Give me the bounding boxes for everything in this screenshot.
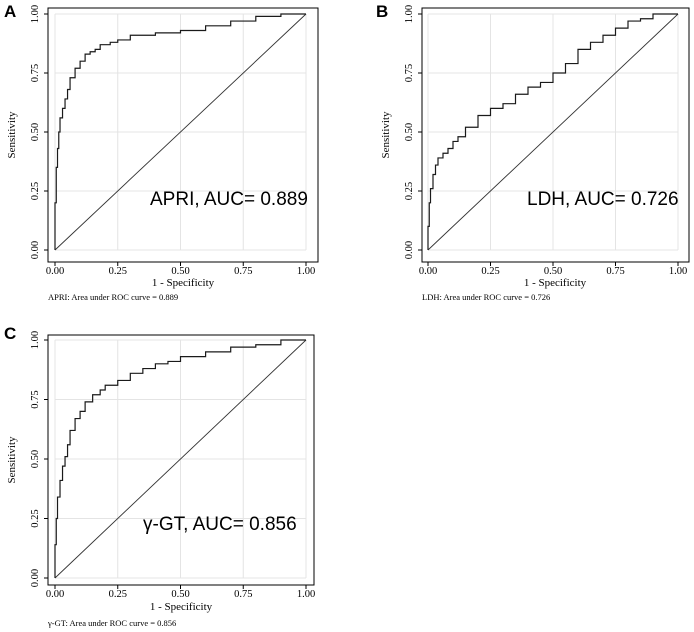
auc-note-b: LDH: Area under ROC curve = 0.726 — [422, 292, 550, 302]
x-axis-title-c: 1 - Specificity — [150, 601, 213, 613]
y-axis-title-b: Sensitivity — [380, 111, 392, 159]
x-tick-label-a: 0.25 — [109, 266, 127, 277]
ticks-b: 0.00 0.25 0.50 0.75 1.00 0.00 0.25 0.50 … — [404, 5, 687, 277]
y-tick-label-c: 0.00 — [30, 569, 41, 587]
grid-b — [427, 13, 679, 251]
panel-b: B 0.00 0.25 0.50 0.75 1.00 0.00 0.25 0.5… — [376, 2, 690, 302]
y-tick-label-b: 1.00 — [404, 5, 415, 23]
y-tick-label-a: 0.00 — [30, 241, 41, 259]
y-tick-label-a: 0.75 — [30, 64, 41, 82]
x-tick-label-a: 1.00 — [297, 266, 315, 277]
reference-line-b — [427, 13, 679, 251]
reference-line-c — [54, 339, 307, 579]
y-tick-label-a: 0.50 — [30, 123, 41, 141]
ticks-a: 0.00 0.25 0.50 0.75 1.00 0.00 0.25 0.50 … — [30, 5, 315, 277]
x-tick-label-b: 0.25 — [481, 266, 499, 277]
roc-curve-b — [427, 13, 678, 250]
auc-note-a: APRI: Area under ROC curve = 0.889 — [48, 292, 178, 302]
x-tick-label-c: 0.00 — [46, 589, 64, 600]
x-tick-label-c: 0.50 — [171, 589, 189, 600]
x-tick-label-b: 0.75 — [606, 266, 624, 277]
plot-frame-a — [47, 7, 319, 263]
y-tick-label-b: 0.00 — [404, 241, 415, 259]
panel-letter-c: C — [4, 324, 16, 343]
x-tick-label-c: 0.75 — [234, 589, 252, 600]
x-tick-label-b: 0.00 — [419, 266, 437, 277]
plot-frame-b — [421, 7, 690, 263]
panel-letter-a: A — [4, 2, 16, 21]
x-tick-label-a: 0.50 — [171, 266, 189, 277]
x-tick-label-a: 0.75 — [234, 266, 252, 277]
y-tick-label-c: 0.75 — [30, 390, 41, 408]
y-axis-title-c: Sensitivity — [6, 436, 18, 484]
y-tick-label-c: 1.00 — [30, 331, 41, 349]
annotation-c: γ-GT, AUC= 0.856 — [143, 514, 297, 535]
reference-line-a — [54, 13, 307, 251]
x-tick-label-c: 0.25 — [109, 589, 127, 600]
panel-letter-b: B — [376, 2, 388, 21]
y-tick-label-a: 0.25 — [30, 182, 41, 200]
roc-curve-c — [54, 339, 306, 578]
y-axis-title-a: Sensitivity — [6, 111, 18, 159]
panel-a: A 0.00 0.25 0.50 0.75 1.00 0.00 0.25 0.5… — [4, 2, 319, 302]
y-tick-label-b: 0.50 — [404, 123, 415, 141]
x-tick-label-a: 0.00 — [46, 266, 64, 277]
y-tick-label-b: 0.75 — [404, 64, 415, 82]
annotation-b: LDH, AUC= 0.726 — [527, 189, 679, 210]
x-tick-label-c: 1.00 — [297, 589, 315, 600]
y-tick-label-c: 0.25 — [30, 509, 41, 527]
annotation-a: APRI, AUC= 0.889 — [150, 189, 308, 210]
x-tick-label-b: 0.50 — [544, 266, 562, 277]
y-tick-label-a: 1.00 — [30, 5, 41, 23]
x-tick-label-b: 1.00 — [669, 266, 687, 277]
roc-curve-a — [54, 13, 306, 250]
x-axis-title-b: 1 - Specificity — [524, 277, 587, 289]
y-tick-label-c: 0.50 — [30, 450, 41, 468]
panel-c: C 0.00 0.25 0.50 0.75 1.00 0.00 0.25 0.5… — [4, 324, 315, 628]
auc-note-c: γ-GT: Area under ROC curve = 0.856 — [47, 618, 176, 628]
y-tick-label-b: 0.25 — [404, 182, 415, 200]
x-axis-title-a: 1 - Specificity — [152, 277, 215, 289]
ticks-c: 0.00 0.25 0.50 0.75 1.00 0.00 0.25 0.50 … — [30, 331, 315, 600]
